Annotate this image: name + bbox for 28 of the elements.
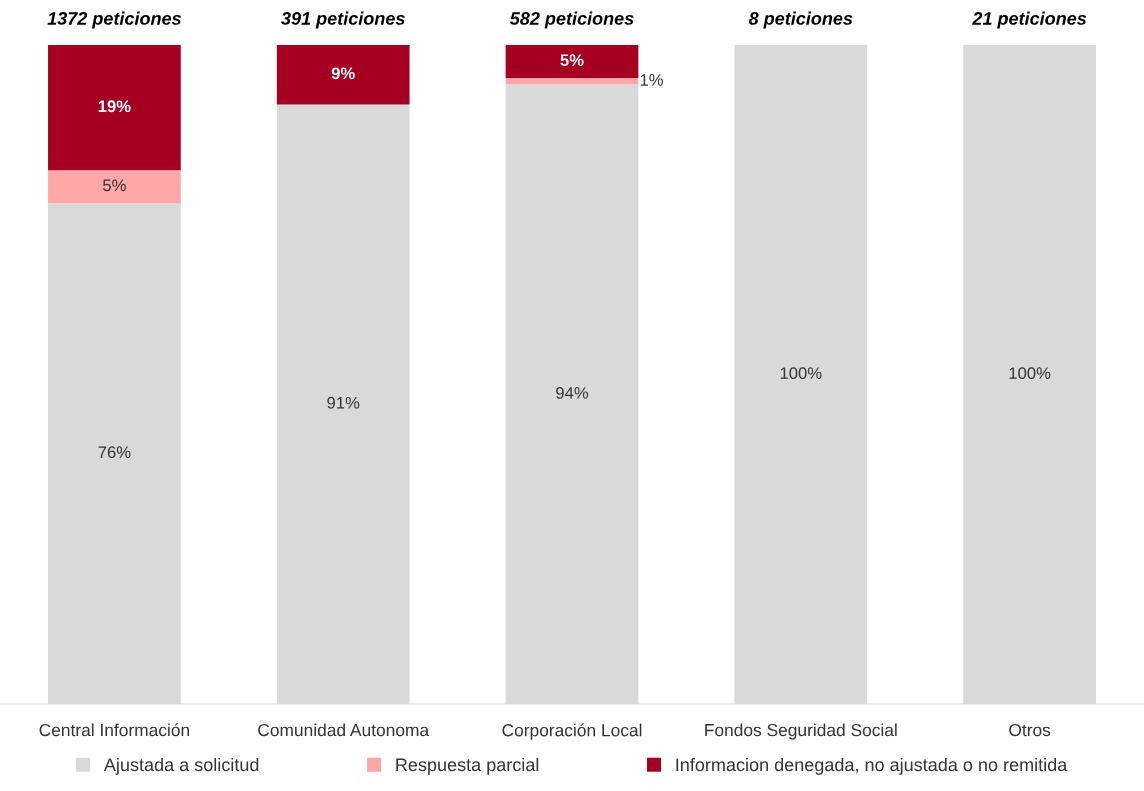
legend-label: Ajustada a solicitud [103,757,259,775]
data-label: 91% [327,396,360,409]
data-label: 100% [780,367,822,380]
data-label: 1% [640,74,663,86]
bar [48,45,181,171]
annotation: 391 peticiones [281,11,405,29]
x-tick-label: Central Información [39,723,190,737]
bar [505,45,639,79]
data-label: 94% [556,386,589,399]
data-label: 5% [103,179,126,192]
x-tick-label: Corporación Local [502,723,642,740]
x-tick-label: Otros [1009,723,1051,737]
data-label: 19% [98,100,131,113]
x-tick-label: Comunidad Autonoma [258,723,430,737]
data-label: 76% [98,446,131,459]
bar [276,45,410,105]
x-tick-label: Fondos Seguridad Social [705,723,897,740]
bar [505,78,639,85]
data-label: 5% [560,54,584,67]
data-label: 100% [1009,367,1051,380]
annotation: 1372 peticiones [47,11,182,29]
annotation: 582 peticiones [509,11,634,29]
bar [48,170,181,204]
annotation: 8 peticiones [748,11,853,29]
legend-label: Informacion denegada, no ajustada o no remitida [676,757,1068,775]
legend-label: Respuesta parcial [396,757,539,775]
annotation: 21 peticiones [972,11,1087,29]
data-label: 9% [331,67,355,80]
